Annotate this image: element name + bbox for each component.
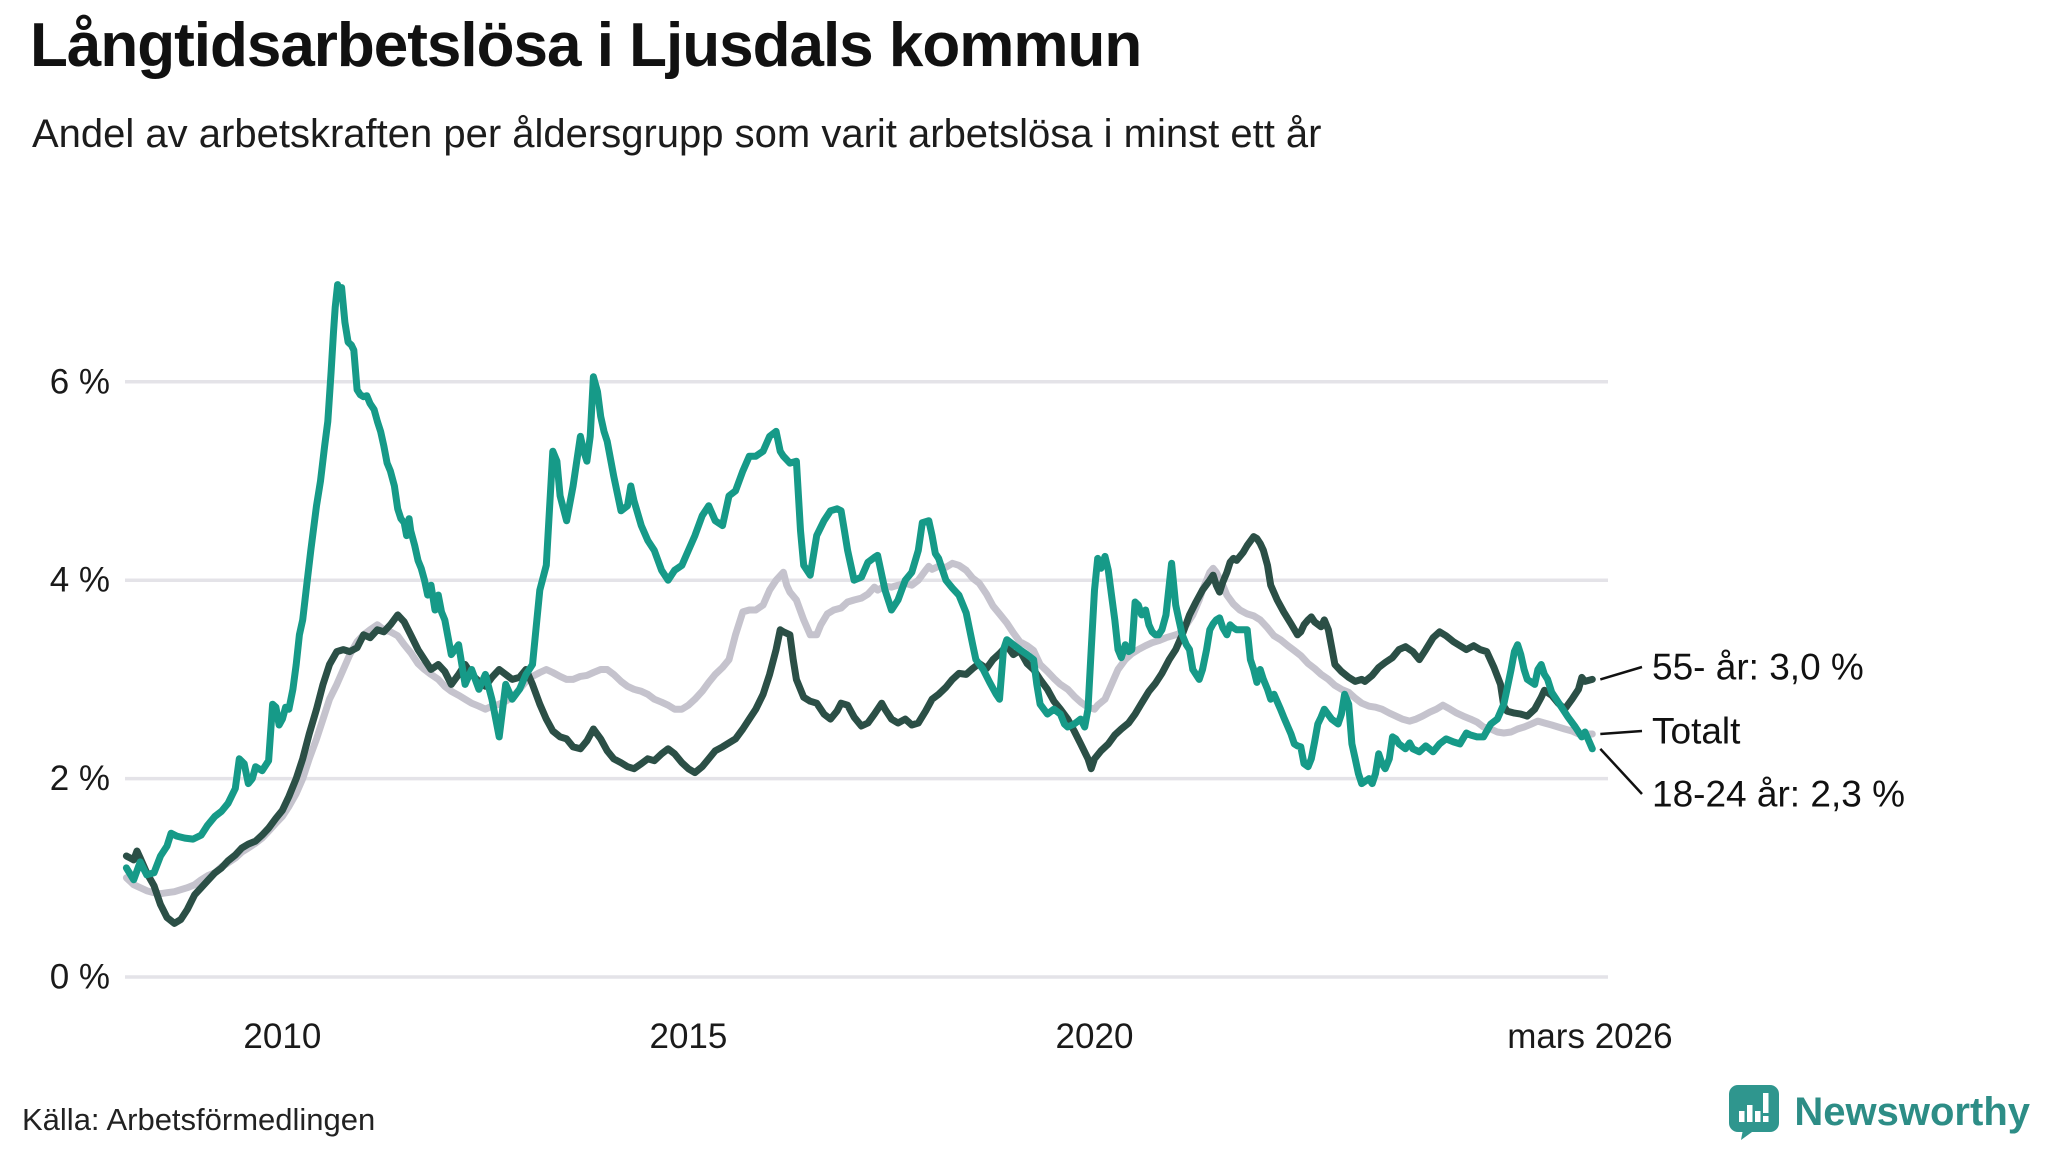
label-connector-55- år [1599,665,1643,681]
y-axis-label: 4 % [50,561,110,600]
label-connector-18-24 år [1599,747,1643,795]
chart-title: Långtidsarbetslösa i Ljusdals kommun [30,11,1142,80]
source-note: Källa: Arbetsförmedlingen [22,1102,376,1137]
series-end-label-Totalt: Totalt [1652,711,1741,752]
series-end-label-55- år: 55- år: 3,0 % [1652,647,1864,688]
x-axis-tick: 2010 [243,1017,321,1056]
newsworthy-wordmark: Newsworthy [1794,1089,2030,1134]
y-axis-label: 2 % [50,759,110,798]
series-line-18-24 år [122,281,1596,884]
y-axis-label: 6 % [50,362,110,401]
series-line-Totalt [122,559,1596,898]
x-axis-tick: mars 2026 [1507,1017,1672,1056]
x-axis-tick: 2020 [1056,1017,1134,1056]
series-end-label-18-24 år: 18-24 år: 2,3 % [1652,774,1905,815]
label-connector-Totalt [1600,729,1643,736]
x-axis-tick: 2015 [649,1017,727,1056]
newsworthy-brand: Newsworthy [1728,1084,2030,1140]
y-axis-label: 0 % [50,958,110,997]
series-line-55- år [122,533,1596,927]
chart-subtitle: Andel av arbetskraften per åldersgrupp s… [32,112,1322,156]
newsworthy-logo-icon [1729,1085,1780,1140]
